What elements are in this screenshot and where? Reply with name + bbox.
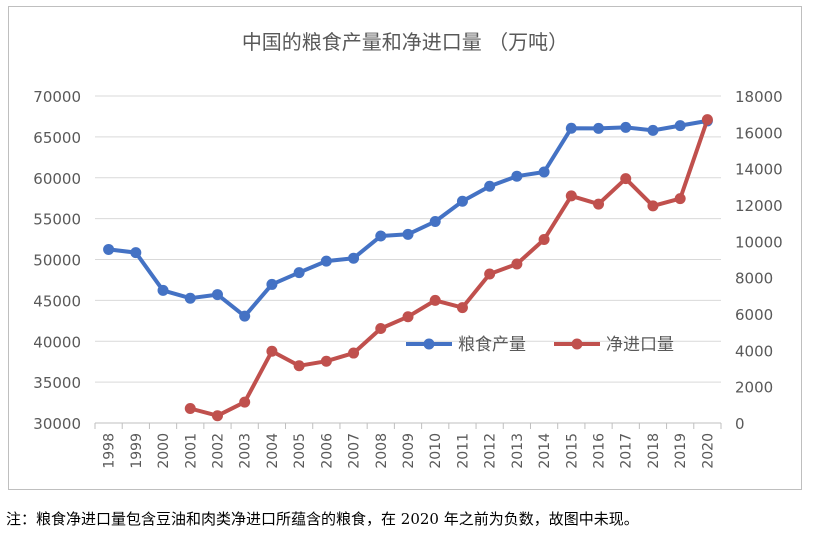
series-2-point <box>511 258 523 270</box>
legend: 粮食产量 净进口量 <box>406 335 674 355</box>
series-1-point <box>130 247 142 259</box>
series-1-point <box>620 121 632 133</box>
series-2-point <box>184 402 196 414</box>
left-tick-label: 40000 <box>33 333 81 351</box>
series-1-point <box>674 120 686 132</box>
series-1-point <box>647 124 659 136</box>
chart-svg: 中国的粮食产量和净进口量 （万吨） 3000035000400004500050… <box>33 30 783 469</box>
left-tick-label: 60000 <box>33 170 81 188</box>
series-2-point <box>211 410 223 422</box>
x-tick-label: 2011 <box>455 433 471 469</box>
x-tick-label: 2006 <box>319 433 335 469</box>
series-1-point <box>375 230 387 242</box>
footnote: 注：粮食净进口量包含豆油和肉类净进口所蕴含的粮食，在 2020 年之前为负数，故… <box>6 510 639 528</box>
right-tick-label: 2000 <box>735 379 773 397</box>
left-tick-label: 65000 <box>33 129 81 147</box>
series-1-point <box>456 195 468 207</box>
series-2-point <box>348 347 360 359</box>
chart-title: 中国的粮食产量和净进口量 （万吨） <box>242 30 568 54</box>
left-axis-ticks: 30000 35000 40000 45000 50000 55000 60000 65000… <box>33 88 81 433</box>
series-1-point <box>348 252 360 264</box>
series-2-point <box>320 355 332 367</box>
gridlines <box>95 95 721 424</box>
x-tick-label: 2016 <box>592 433 608 469</box>
x-tick-label: 2003 <box>238 433 254 469</box>
series-1-point <box>103 243 115 255</box>
right-tick-label: 10000 <box>735 233 783 251</box>
right-tick-label: 6000 <box>735 306 773 324</box>
series-2-point <box>701 114 713 126</box>
right-tick-label: 8000 <box>735 270 773 288</box>
legend-swatch-marker <box>571 338 583 350</box>
x-tick-label: 2017 <box>619 433 635 469</box>
series-2-point <box>375 323 387 335</box>
left-tick-label: 55000 <box>33 211 81 229</box>
series-2-point <box>674 193 686 205</box>
x-tick-label: 2004 <box>265 433 281 469</box>
left-tick-label: 70000 <box>33 88 81 106</box>
series-2-point <box>456 302 468 314</box>
x-tick-label: 2002 <box>210 433 226 469</box>
series-2-point <box>538 234 550 246</box>
right-tick-label: 16000 <box>735 124 783 142</box>
x-tick-label: 2020 <box>700 433 716 469</box>
series-1-point <box>593 122 605 134</box>
x-tick-label: 2018 <box>646 433 662 469</box>
left-tick-label: 35000 <box>33 374 81 392</box>
series-layer <box>103 114 713 422</box>
x-tick-label: 2013 <box>510 433 526 469</box>
series-1-point <box>211 289 223 301</box>
series-1-point <box>239 310 251 322</box>
right-tick-label: 14000 <box>735 161 783 179</box>
series-2-point <box>266 345 278 357</box>
series-2-point <box>402 311 414 323</box>
x-tick-label: 2001 <box>183 433 199 469</box>
series-2-point <box>429 294 441 306</box>
x-tick-label: 2014 <box>537 433 553 469</box>
series-2-point <box>647 200 659 212</box>
series-1-point <box>484 180 496 192</box>
x-tick-label: 2010 <box>428 433 444 469</box>
x-tick-label: 2015 <box>564 433 580 469</box>
left-tick-label: 30000 <box>33 415 81 433</box>
series-1-point <box>157 284 169 296</box>
x-tick-label: 2012 <box>483 433 499 469</box>
x-tick-label: 2000 <box>156 433 172 469</box>
series-2-point <box>565 190 577 202</box>
series-1-point <box>538 166 550 178</box>
series-line-2 <box>188 117 710 418</box>
x-tick-label: 2005 <box>292 433 308 469</box>
series-1-point <box>511 170 523 182</box>
series-1-point <box>293 267 305 279</box>
legend-label: 净进口量 <box>606 335 674 355</box>
right-tick-label: 12000 <box>735 197 783 215</box>
series-2-point <box>239 396 251 408</box>
series-1-point <box>429 215 441 227</box>
series-1-point <box>402 228 414 240</box>
legend-swatch-marker <box>423 338 435 350</box>
series-2-point <box>593 198 605 210</box>
x-tick-label: 1998 <box>102 433 118 469</box>
series-2-point <box>620 173 632 185</box>
right-tick-label: 18000 <box>735 88 783 106</box>
x-tick-label: 2009 <box>401 433 417 469</box>
x-tick-label: 2008 <box>374 433 390 469</box>
series-1-point <box>266 278 278 290</box>
x-tick-label: 1999 <box>129 433 145 469</box>
series-1-point <box>565 122 577 134</box>
series-2-point <box>293 360 305 372</box>
left-tick-label: 50000 <box>33 252 81 270</box>
left-tick-label: 45000 <box>33 292 81 310</box>
x-tick-label: 2007 <box>347 433 363 469</box>
right-tick-label: 4000 <box>735 342 773 360</box>
series-1-point <box>320 255 332 267</box>
legend-label: 粮食产量 <box>458 335 526 355</box>
x-tick-label: 2019 <box>673 433 689 469</box>
series-2-point <box>484 268 496 280</box>
chart-frame: 中国的粮食产量和净进口量 （万吨） 30000 35000 40000 45000 50… <box>8 6 802 490</box>
series-1-point <box>184 292 196 304</box>
right-axis-ticks: 0 2000 4000 6000 8000 10000 12000 14000 16000 180… <box>735 88 783 433</box>
x-axis-ticks: 1998 1999 2000 2001 2002 2003 2004 2005 2006 2007… <box>94 422 722 469</box>
right-tick-label: 0 <box>735 415 745 433</box>
